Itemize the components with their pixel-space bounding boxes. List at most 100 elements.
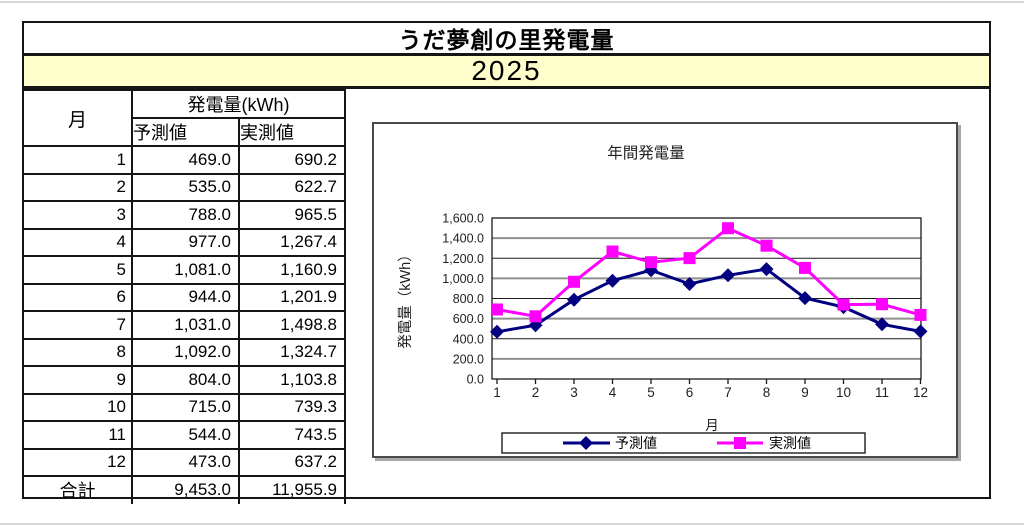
cell-predicted: 535.0 [131, 172, 240, 202]
report-sheet: うだ夢創の里発電量 2025 月 発電量(kWh) 予測値 実測値 1 469.0… [22, 21, 991, 504]
series-marker [490, 324, 504, 339]
cell-month: 2 [24, 172, 133, 202]
x-tick-label: 8 [763, 385, 771, 400]
cell-predicted: 1,031.0 [131, 310, 240, 340]
y-tick-label: 1,000.0 [442, 272, 484, 286]
x-tick-label: 9 [801, 385, 809, 400]
y-tick-label: 0.0 [467, 373, 484, 387]
legend-label: 予測値 [615, 435, 657, 451]
series-marker [798, 291, 812, 306]
legend-label [734, 437, 746, 449]
x-tick-label: 12 [913, 385, 928, 400]
series-marker [682, 277, 697, 291]
series-marker [760, 239, 773, 252]
series-marker [837, 298, 850, 311]
cell-month: 9 [24, 365, 133, 395]
cell-actual: 743.5 [238, 420, 346, 450]
page-bottom-edge [0, 523, 1024, 525]
series-marker [491, 303, 503, 316]
cell-predicted: 804.0 [131, 365, 240, 395]
series-marker [722, 222, 734, 235]
generation-table: 月 発電量(kWh) 予測値 実測値 1 469.0 690.2 2 535.0 622.… [24, 89, 346, 504]
header-actual: 実測値 [238, 117, 346, 146]
cell-predicted: 473.0 [131, 447, 240, 477]
cell-actual: 1,324.7 [238, 337, 346, 367]
table-row: 4 977.0 1,267.4 [24, 227, 346, 257]
y-tick-label: 200.0 [453, 352, 484, 366]
cell-month: 5 [24, 255, 133, 285]
legend-box [501, 432, 866, 454]
x-tick-label: 10 [836, 385, 851, 400]
cell-month: 7 [24, 310, 133, 340]
series-line [496, 267, 921, 334]
y-tick-label: 800.0 [453, 292, 484, 306]
cell-actual: 739.3 [238, 392, 346, 422]
x-axis-title: 月 [705, 418, 719, 433]
cell-total-predicted: 9,453.0 [131, 475, 240, 504]
legend [501, 432, 866, 454]
table-body: 1 469.0 690.2 2 535.0 622.7 3 788.0 965.5 4 977.0 1… [24, 145, 346, 504]
cell-predicted: 1,081.0 [131, 255, 240, 285]
x-tick-label: 1 [493, 385, 501, 400]
table-total-row: 合計 9,453.0 11,955.9 [24, 475, 346, 504]
series-predicted [490, 262, 928, 339]
header-predicted: 予測値 [132, 117, 240, 146]
cell-month: 12 [24, 447, 133, 477]
x-tick-label: 11 [875, 385, 889, 400]
chart-svg: 0.0 200.0 400.0 600.0 800.0 1,000.0 1,200.0 1,4… [397, 144, 928, 454]
table-row: 3 788.0 965.5 [24, 200, 346, 230]
cell-month: 11 [24, 420, 133, 450]
cell-predicted: 788.0 [131, 200, 240, 230]
series-line [496, 226, 921, 318]
cell-actual: 1,103.8 [238, 365, 346, 395]
chart-title: 年間発電量 [607, 144, 685, 162]
x-tick-label: 7 [724, 385, 732, 400]
report-title: うだ夢創の里発電量 [24, 23, 989, 56]
y-tick-label: 400.0 [453, 332, 484, 346]
cell-predicted: 944.0 [131, 282, 240, 312]
cell-predicted: 977.0 [131, 227, 240, 257]
table-row: 10 715.0 739.3 [24, 392, 346, 422]
table-row: 1 469.0 690.2 [24, 145, 346, 175]
cell-predicted: 469.0 [131, 145, 240, 175]
cell-actual: 1,267.4 [238, 227, 346, 257]
annual-generation-chart: 0.0 200.0 400.0 600.0 800.0 1,000.0 1,200.0 1,4… [372, 122, 958, 458]
series-marker [876, 298, 888, 311]
series-marker [645, 256, 657, 269]
y-axis-title: 発電量（kWh） [397, 247, 414, 349]
y-tick-label: 1,200.0 [442, 252, 484, 266]
cell-actual: 690.2 [238, 145, 346, 175]
x-tick-label: 5 [647, 385, 655, 400]
legend-label [579, 436, 593, 450]
series-marker [568, 275, 580, 288]
cell-month: 1 [24, 145, 133, 175]
table-row: 11 544.0 743.5 [24, 420, 346, 450]
x-tick-label: 2 [532, 385, 540, 400]
year-band: 2025 [24, 55, 989, 89]
series-marker [606, 245, 619, 258]
series-marker [721, 268, 735, 283]
page-top-edge [0, 1, 1024, 3]
series-marker [529, 310, 542, 323]
cell-predicted: 1,092.0 [131, 337, 240, 367]
legend-label: 実測値 [769, 435, 811, 451]
table-row: 12 473.0 637.2 [24, 447, 346, 477]
cell-month: 10 [24, 392, 133, 422]
header-month: 月 [24, 89, 133, 147]
series-marker [799, 261, 811, 274]
table-row: 7 1,031.0 1,498.8 [24, 310, 346, 340]
series-marker [875, 317, 889, 332]
cell-actual: 637.2 [238, 447, 346, 477]
series-marker [759, 262, 774, 277]
cell-actual: 965.5 [238, 200, 346, 230]
cell-actual: 1,498.8 [238, 310, 346, 340]
series-marker [914, 308, 927, 321]
cell-actual: 1,201.9 [238, 282, 346, 312]
cell-month: 4 [24, 227, 133, 257]
x-tick-label: 6 [686, 385, 694, 400]
cell-month: 6 [24, 282, 133, 312]
series-marker [605, 273, 620, 288]
y-tick-label: 600.0 [453, 312, 484, 326]
table-row: 2 535.0 622.7 [24, 172, 346, 202]
table-row: 6 944.0 1,201.9 [24, 282, 346, 312]
